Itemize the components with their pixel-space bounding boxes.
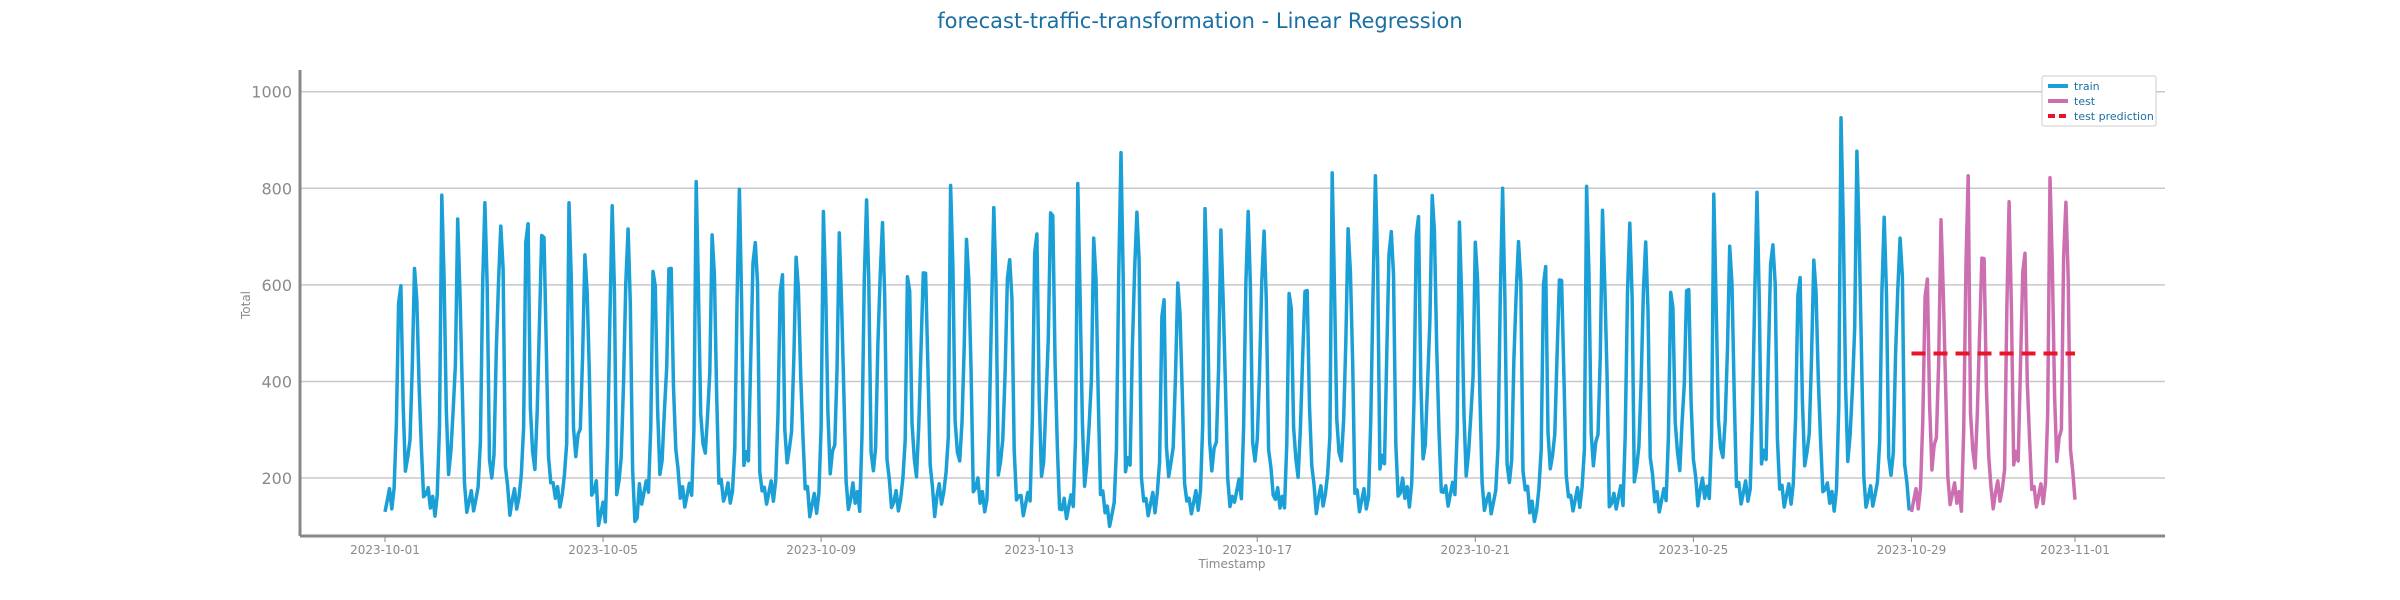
x-tick-label: 2023-10-09 xyxy=(786,543,856,557)
x-tick-label: 2023-10-29 xyxy=(1877,543,1947,557)
chart-title: forecast-traffic-transformation - Linear… xyxy=(937,9,1462,33)
x-tick-label: 2023-10-01 xyxy=(350,543,420,557)
x-tick-label: 2023-10-25 xyxy=(1659,543,1729,557)
legend: train test test prediction xyxy=(2041,75,2157,127)
legend-label: train xyxy=(2074,80,2100,93)
y-tick-label: 600 xyxy=(261,276,292,295)
x-tick-label: 2023-10-05 xyxy=(568,543,638,557)
series-train xyxy=(383,116,1911,529)
legend-label: test xyxy=(2074,95,2096,108)
x-ticks: 2023-10-01 2023-10-05 2023-10-09 2023-10-13… xyxy=(350,536,2110,557)
y-tick-label: 800 xyxy=(261,179,292,198)
y-axis-label: Total xyxy=(239,291,253,320)
series-layer xyxy=(383,116,2077,529)
x-tick-label: 2023-10-17 xyxy=(1222,543,1292,557)
legend-box xyxy=(2041,75,2157,127)
y-tick-label: 400 xyxy=(261,372,292,391)
y-ticks: 200 400 600 800 1000 xyxy=(251,83,292,488)
y-tick-label: 1000 xyxy=(251,83,292,102)
x-tick-label: 2023-10-13 xyxy=(1004,543,1074,557)
x-tick-label: 2023-11-01 xyxy=(2040,543,2110,557)
x-axis-label: Timestamp xyxy=(1198,557,1266,571)
legend-label: test prediction xyxy=(2074,110,2154,123)
y-tick-label: 200 xyxy=(261,469,292,488)
series-test xyxy=(1909,174,2077,513)
x-tick-label: 2023-10-21 xyxy=(1440,543,1510,557)
